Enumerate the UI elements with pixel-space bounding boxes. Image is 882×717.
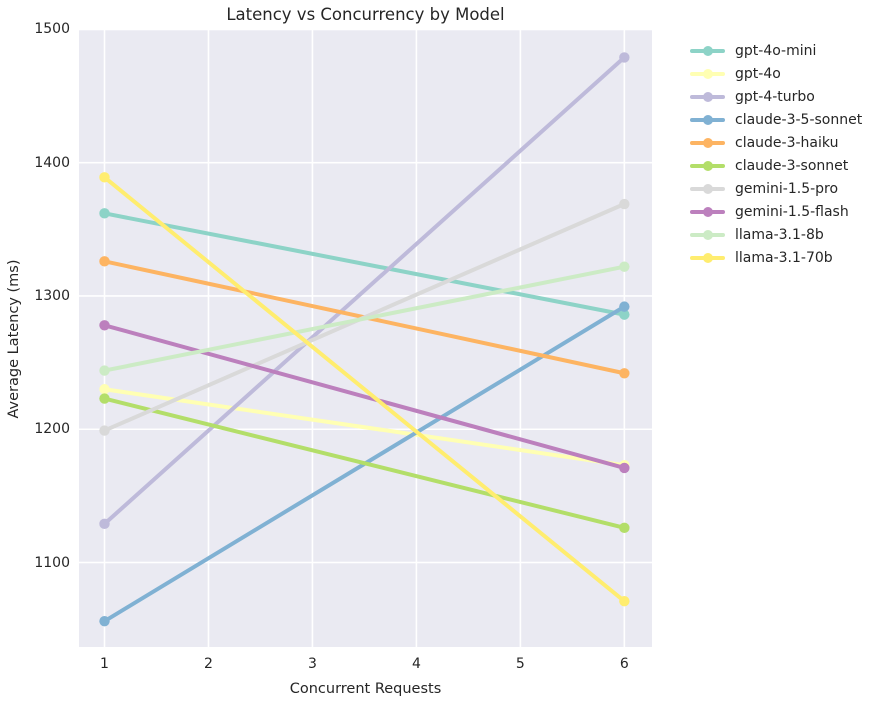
series-line-llama-3.1-8b (102, 264, 627, 373)
series-marker-claude-3-sonnet-x6 (619, 522, 630, 534)
legend-label: claude-3-5-sonnet (735, 111, 863, 128)
legend-label: llama-3.1-8b (735, 226, 824, 243)
legend-item-gpt-4-turbo: gpt-4-turbo (690, 85, 862, 108)
series-marker-llama-3.1-8b-x1 (99, 365, 110, 376)
legend-marker-icon (690, 252, 725, 263)
x-tick-1: 1 (100, 656, 109, 672)
series-marker-gemini-1.5-pro-x6 (619, 198, 630, 210)
y-tick-1100: 1100 (34, 554, 70, 571)
legend-marker-icon (690, 183, 725, 194)
legend-item-llama-3.1-70b: llama-3.1-70b (690, 246, 862, 269)
series-marker-gpt-4-turbo-x6 (619, 52, 630, 63)
series-marker-llama-3.1-8b-x6 (619, 261, 630, 272)
series-marker-claude-3-haiku-x1 (99, 256, 110, 267)
legend-item-gpt-4o: gpt-4o (690, 62, 862, 85)
series-marker-gemini-1.5-pro-x1 (99, 425, 110, 436)
legend-item-claude-3-haiku: claude-3-haiku (690, 131, 862, 154)
series-line-gpt-4o (102, 387, 627, 468)
series-marker-gpt-4o-mini-x1 (99, 208, 110, 219)
legend-label: claude-3-haiku (735, 134, 839, 151)
series-line-gpt-4-turbo (102, 55, 627, 526)
y-tick-1400: 1400 (34, 154, 70, 171)
y-tick-1500: 1500 (34, 21, 70, 38)
series-marker-claude-3-5-sonnet-x6 (619, 301, 630, 312)
y-tick-1300: 1300 (34, 287, 70, 304)
series-marker-gpt-4-turbo-x1 (99, 518, 110, 530)
series-marker-gpt-4o-mini-x6 (619, 309, 630, 320)
legend: gpt-4o-mini gpt-4o gpt-4-turbo claude-3-5-s… (690, 39, 862, 269)
legend-label: llama-3.1-70b (735, 249, 833, 266)
series-marker-gemini-1.5-flash-x6 (619, 462, 630, 474)
series-marker-claude-3-sonnet-x1 (99, 393, 110, 404)
x-tick-4: 4 (411, 656, 421, 672)
legend-item-claude-3-sonnet: claude-3-sonnet (690, 154, 862, 177)
legend-marker-icon (690, 160, 725, 171)
series-line-llama-3.1-70b (102, 175, 627, 604)
series-marker-gemini-1.5-flash-x1 (99, 320, 110, 331)
x-tick-5: 5 (515, 656, 525, 672)
legend-label: gemini-1.5-pro (735, 180, 839, 197)
legend-item-llama-3.1-8b: llama-3.1-8b (690, 223, 862, 246)
legend-item-gpt-4o-mini: gpt-4o-mini (690, 39, 862, 62)
legend-marker-icon (690, 91, 725, 102)
series-line-gpt-4o-mini (102, 211, 627, 317)
legend-marker-icon (690, 68, 725, 79)
legend-label: gemini-1.5-flash (735, 203, 849, 220)
y-tick-1200: 1200 (34, 421, 70, 438)
series-marker-llama-3.1-70b-x1 (99, 172, 110, 183)
legend-marker-icon (690, 137, 725, 148)
series-line-gemini-1.5-flash (102, 323, 627, 470)
legend-marker-icon (690, 45, 725, 56)
legend-marker-icon (690, 114, 725, 125)
x-tick-2: 2 (204, 656, 213, 672)
series-marker-llama-3.1-70b-x6 (619, 595, 630, 607)
legend-label: gpt-4o (735, 65, 781, 82)
legend-marker-icon (690, 206, 725, 217)
chart-title: Latency vs Concurrency by Model (226, 5, 505, 24)
legend-item-gemini-1.5-flash: gemini-1.5-flash (690, 200, 862, 223)
plot-area (79, 30, 652, 647)
series-line-claude-3-sonnet (102, 396, 627, 530)
legend-item-claude-3-5-sonnet: claude-3-5-sonnet (690, 108, 862, 131)
x-tick-6: 6 (619, 656, 629, 672)
x-axis-label: Concurrent Requests (289, 681, 442, 697)
legend-label: gpt-4o-mini (735, 42, 817, 59)
legend-item-gemini-1.5-pro: gemini-1.5-pro (690, 177, 862, 200)
legend-label: claude-3-sonnet (735, 157, 849, 174)
series-marker-gpt-4o-x1 (99, 384, 110, 395)
series-marker-claude-3-haiku-x6 (619, 368, 630, 379)
series-marker-claude-3-5-sonnet-x1 (99, 615, 110, 627)
legend-marker-icon (690, 229, 725, 240)
y-axis-label: Average Latency (ms) (6, 259, 22, 419)
legend-label: gpt-4-turbo (735, 88, 815, 105)
x-tick-3: 3 (307, 656, 317, 672)
